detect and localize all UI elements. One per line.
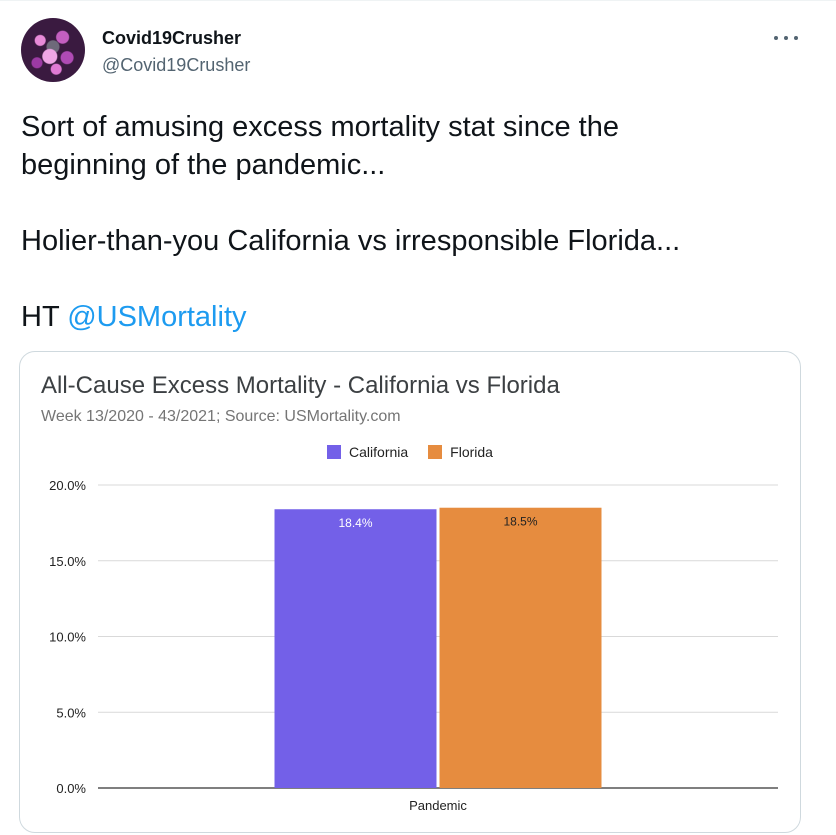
legend-label-california: California	[349, 444, 409, 460]
legend-item-california: California	[327, 444, 408, 460]
more-horizontal-icon[interactable]	[774, 28, 798, 48]
chart-subtitle: Week 13/2020 - 43/2021; Source: USMortal…	[41, 408, 401, 425]
chart-legend: California Florida	[20, 444, 800, 460]
tweet-text-line: Holier-than-you California vs irresponsi…	[21, 225, 681, 257]
data-label-florida: 18.5%	[503, 515, 537, 529]
legend-swatch-florida	[428, 445, 443, 459]
x-tick-label: Pandemic	[409, 798, 467, 813]
media-card[interactable]: All-Cause Excess Mortality - California …	[19, 351, 801, 833]
legend-label-florida: Florida	[450, 444, 493, 460]
chart-title: All-Cause Excess Mortality - California …	[41, 372, 560, 399]
avatar[interactable]	[21, 18, 85, 82]
y-tick-label: 15.0%	[49, 554, 86, 569]
mention-link[interactable]: @USMortality	[67, 301, 247, 333]
top-divider	[0, 0, 836, 1]
y-tick-label: 5.0%	[56, 705, 86, 720]
tweet-text: Sort of amusing excess mortality stat si…	[21, 108, 811, 336]
ht-prefix: HT	[21, 301, 68, 333]
y-tick-label: 10.0%	[49, 630, 86, 645]
bar-california	[274, 509, 437, 788]
display-name[interactable]: Covid19Crusher	[102, 28, 242, 48]
data-label-california: 18.4%	[338, 516, 372, 530]
tweet-text-line: beginning of the pandemic...	[21, 149, 386, 181]
user-handle[interactable]: @Covid19Crusher	[102, 55, 251, 75]
tweet-text-line: HT @USMortality	[21, 298, 811, 336]
bar-chart: 0.0% 5.0% 10.0% 15.0% 20.0% 18.4% 18.5% Pandemi…	[49, 478, 778, 813]
legend-swatch-california	[327, 445, 342, 459]
y-tick-label: 20.0%	[49, 478, 86, 493]
legend-item-florida: Florida	[428, 444, 493, 460]
y-tick-label: 0.0%	[56, 781, 86, 796]
tweet-text-line: Sort of amusing excess mortality stat si…	[21, 111, 619, 143]
bar-florida	[439, 507, 602, 788]
